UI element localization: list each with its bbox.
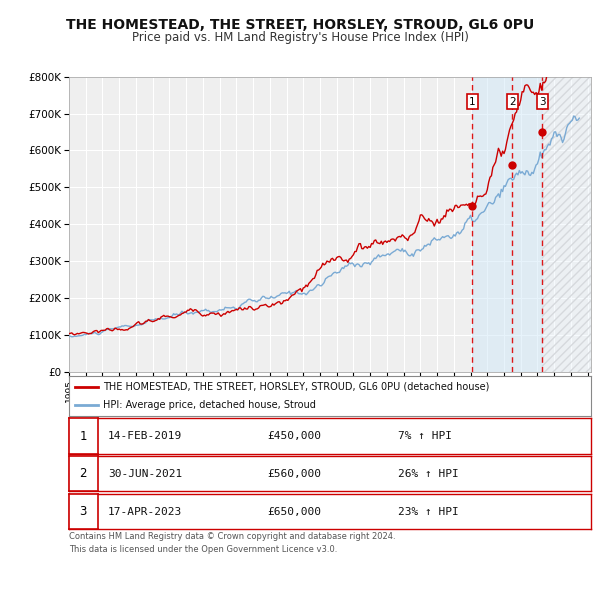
Bar <box>472 77 542 372</box>
Text: 23% ↑ HPI: 23% ↑ HPI <box>398 507 458 516</box>
Text: 30-JUN-2021: 30-JUN-2021 <box>108 469 182 478</box>
Text: 2: 2 <box>509 97 515 107</box>
Text: This data is licensed under the Open Government Licence v3.0.: This data is licensed under the Open Gov… <box>69 545 337 554</box>
Text: 3: 3 <box>539 97 546 107</box>
Bar <box>542 77 591 372</box>
Bar <box>542 77 591 372</box>
Text: 17-APR-2023: 17-APR-2023 <box>108 507 182 516</box>
Text: 1: 1 <box>80 430 87 442</box>
Text: THE HOMESTEAD, THE STREET, HORSLEY, STROUD, GL6 0PU (detached house): THE HOMESTEAD, THE STREET, HORSLEY, STRO… <box>103 382 490 392</box>
Text: £450,000: £450,000 <box>268 431 322 441</box>
Text: £560,000: £560,000 <box>268 469 322 478</box>
Text: 7% ↑ HPI: 7% ↑ HPI <box>398 431 452 441</box>
Bar <box>542 77 591 372</box>
Text: 1: 1 <box>469 97 476 107</box>
Text: HPI: Average price, detached house, Stroud: HPI: Average price, detached house, Stro… <box>103 400 316 410</box>
Text: THE HOMESTEAD, THE STREET, HORSLEY, STROUD, GL6 0PU: THE HOMESTEAD, THE STREET, HORSLEY, STRO… <box>66 18 534 32</box>
Text: 26% ↑ HPI: 26% ↑ HPI <box>398 469 458 478</box>
Text: £650,000: £650,000 <box>268 507 322 516</box>
Text: Contains HM Land Registry data © Crown copyright and database right 2024.: Contains HM Land Registry data © Crown c… <box>69 532 395 541</box>
Text: 3: 3 <box>80 505 87 518</box>
Text: 14-FEB-2019: 14-FEB-2019 <box>108 431 182 441</box>
Text: 2: 2 <box>80 467 87 480</box>
Text: Price paid vs. HM Land Registry's House Price Index (HPI): Price paid vs. HM Land Registry's House … <box>131 31 469 44</box>
